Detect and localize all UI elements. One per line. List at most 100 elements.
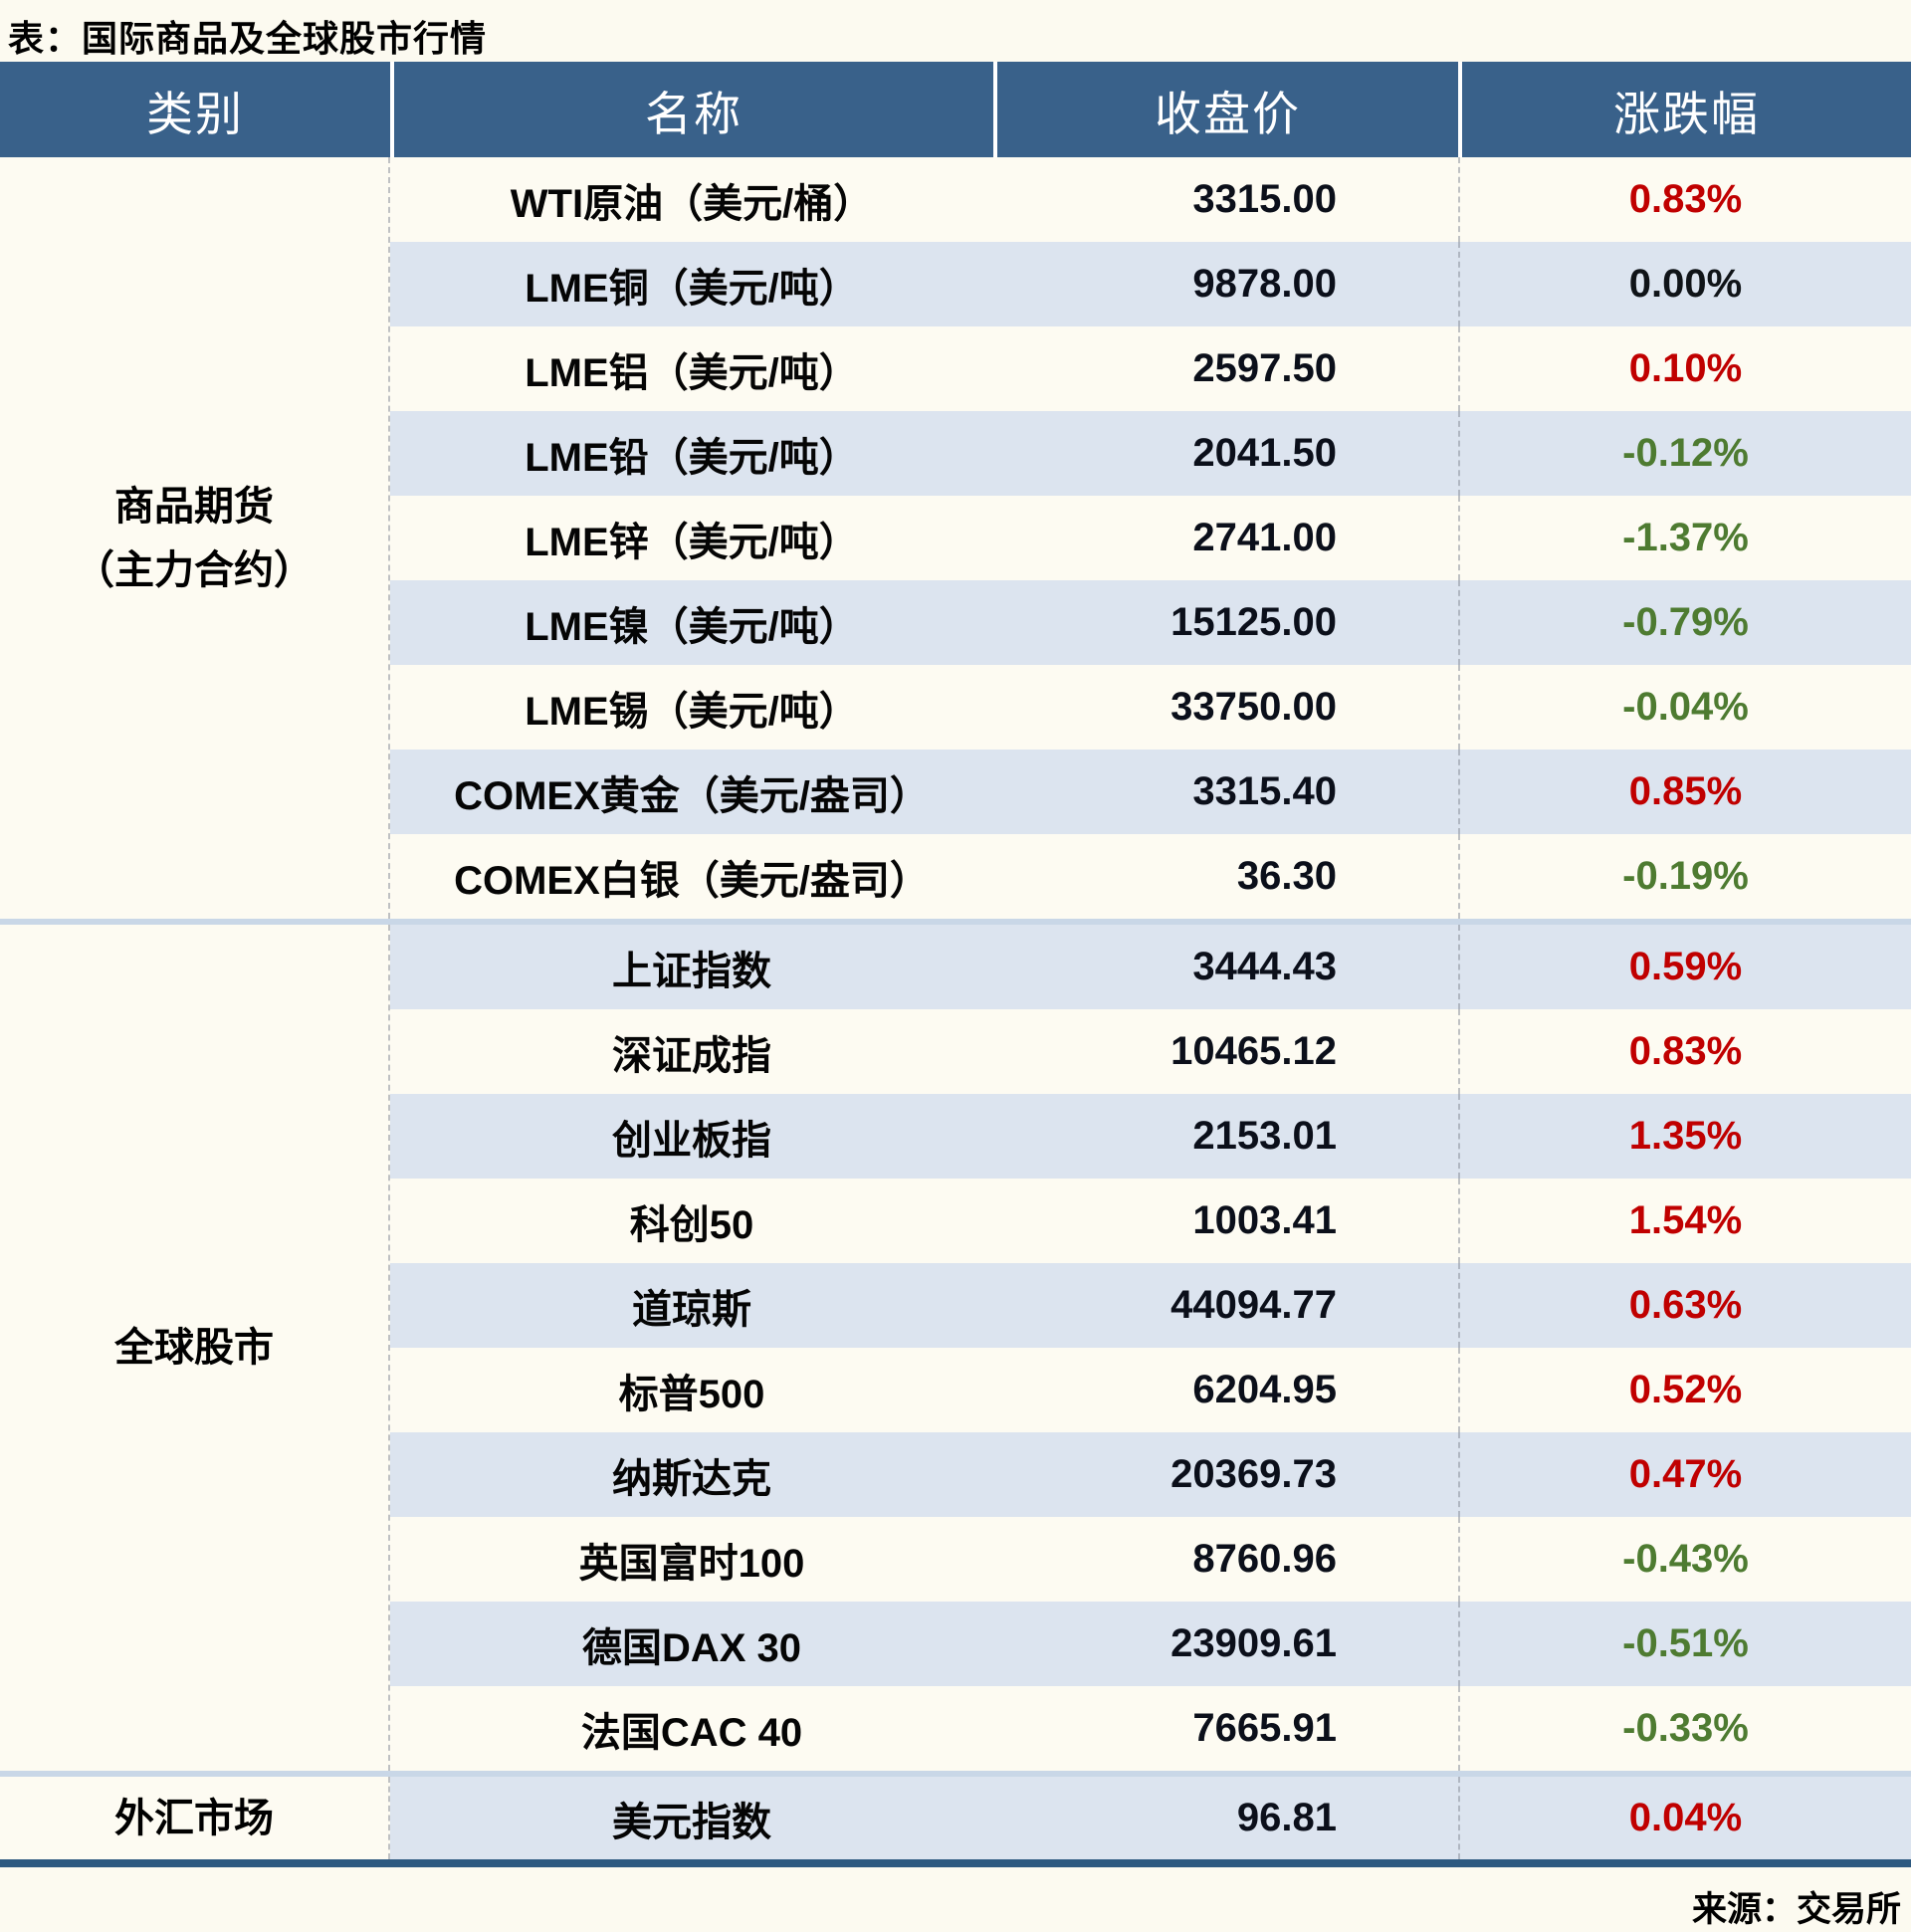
instrument-name: 纳斯达克 — [612, 1456, 771, 1501]
close-price: 2597.50 — [1192, 346, 1337, 390]
table-row: 深证成指 10465.12 0.83% — [390, 1009, 1911, 1094]
table-row: WTI原油（美元/桶） 3315.00 0.83% — [390, 157, 1911, 242]
header-change: 涨跌幅 — [1458, 62, 1911, 157]
change-percent: -0.51% — [1458, 1602, 1911, 1686]
change-percent: 0.85% — [1458, 750, 1911, 834]
section-divider — [0, 1771, 1911, 1777]
table-title: 表：国际商品及全球股市行情 — [8, 18, 488, 59]
close-price: 23909.61 — [1170, 1621, 1337, 1665]
close-price: 8760.96 — [1192, 1537, 1337, 1581]
close-price: 3315.00 — [1192, 177, 1337, 221]
table-row: 创业板指 2153.01 1.35% — [390, 1094, 1911, 1179]
change-percent: -1.37% — [1458, 496, 1911, 580]
close-price: 2041.50 — [1192, 431, 1337, 475]
header-category: 类别 — [146, 89, 244, 141]
table-row: LME铝（美元/吨） 2597.50 0.10% — [390, 326, 1911, 411]
change-percent: 0.83% — [1458, 157, 1911, 242]
instrument-name: LME镍（美元/吨） — [525, 604, 859, 649]
table-section: 全球股市 上证指数 3444.43 0.59% 深证成指 10465.12 0.83% 创业板… — [0, 925, 1911, 1771]
close-price: 3444.43 — [1192, 945, 1337, 988]
instrument-name: 德国DAX 30 — [581, 1625, 802, 1670]
table-row: 英国富时100 8760.96 -0.43% — [390, 1517, 1911, 1602]
instrument-name: LME铅（美元/吨） — [525, 435, 859, 480]
table-row: LME铅（美元/吨） 2041.50 -0.12% — [390, 411, 1911, 496]
change-percent: 1.54% — [1458, 1179, 1911, 1263]
instrument-name: LME铝（美元/吨） — [525, 350, 859, 395]
table-row: LME锌（美元/吨） 2741.00 -1.37% — [390, 496, 1911, 580]
category-cell: 商品期货 （主力合约） — [0, 157, 390, 919]
change-percent: 0.52% — [1458, 1348, 1911, 1432]
close-price: 44094.77 — [1170, 1283, 1337, 1327]
instrument-name: 法国CAC 40 — [580, 1710, 803, 1755]
instrument-name: 道琼斯 — [632, 1287, 751, 1332]
close-price: 1003.41 — [1192, 1198, 1337, 1242]
table-section: 商品期货 （主力合约） WTI原油（美元/桶） 3315.00 0.83% LME铜（美元… — [0, 157, 1911, 919]
section-rows: WTI原油（美元/桶） 3315.00 0.83% LME铜（美元/吨） 9878.00… — [390, 157, 1911, 919]
change-percent: 0.00% — [1458, 242, 1911, 326]
category-label-line: 商品期货 — [114, 484, 274, 529]
close-price: 20369.73 — [1170, 1452, 1337, 1496]
change-percent: 0.63% — [1458, 1263, 1911, 1348]
instrument-name: 上证指数 — [612, 949, 771, 993]
source-note: 来源：交易所 — [1691, 1890, 1901, 1929]
table-section: 外汇市场 美元指数 96.81 0.04% — [0, 1777, 1911, 1859]
change-percent: 0.83% — [1458, 1009, 1911, 1094]
change-percent: 0.59% — [1458, 925, 1911, 1009]
close-price: 2741.00 — [1192, 516, 1337, 559]
close-price: 15125.00 — [1170, 600, 1337, 644]
table-row: LME铜（美元/吨） 9878.00 0.00% — [390, 242, 1911, 326]
header-close-price: 收盘价 — [993, 62, 1458, 157]
close-price: 6204.95 — [1192, 1368, 1337, 1411]
instrument-name: LME锡（美元/吨） — [525, 689, 859, 734]
category-label-line: 外汇市场 — [114, 1796, 274, 1840]
close-price: 10465.12 — [1170, 1029, 1337, 1073]
section-rows: 美元指数 96.81 0.04% — [390, 1777, 1911, 1859]
table-bottom-border — [0, 1859, 1911, 1867]
table-row: 道琼斯 44094.77 0.63% — [390, 1263, 1911, 1348]
close-price: 96.81 — [1236, 1796, 1337, 1839]
close-price: 9878.00 — [1192, 262, 1337, 306]
header-name: 名称 — [390, 62, 993, 157]
category-label-line: （主力合约） — [75, 547, 314, 592]
close-price: 36.30 — [1236, 854, 1337, 898]
close-price: 33750.00 — [1170, 685, 1337, 729]
instrument-name: 深证成指 — [612, 1033, 771, 1078]
table-row: LME镍（美元/吨） 15125.00 -0.79% — [390, 580, 1911, 665]
table-row: 科创50 1003.41 1.54% — [390, 1179, 1911, 1263]
instrument-name: WTI原油（美元/桶） — [510, 181, 874, 226]
category-cell: 全球股市 — [0, 925, 390, 1771]
change-percent: -0.12% — [1458, 411, 1911, 496]
change-percent: -0.19% — [1458, 834, 1911, 919]
section-rows: 上证指数 3444.43 0.59% 深证成指 10465.12 0.83% 创业板指 215… — [390, 925, 1911, 1771]
section-divider — [0, 919, 1911, 925]
table-row: COMEX白银（美元/盎司） 36.30 -0.19% — [390, 834, 1911, 919]
instrument-name: LME铜（美元/吨） — [525, 266, 859, 311]
table-row: 德国DAX 30 23909.61 -0.51% — [390, 1602, 1911, 1686]
change-percent: -0.43% — [1458, 1517, 1911, 1602]
instrument-name: LME锌（美元/吨） — [525, 520, 859, 564]
instrument-name: 美元指数 — [612, 1800, 771, 1844]
change-percent: 1.35% — [1458, 1094, 1911, 1179]
close-price: 3315.40 — [1192, 769, 1337, 813]
table-row: LME锡（美元/吨） 33750.00 -0.04% — [390, 665, 1911, 750]
change-percent: 0.47% — [1458, 1432, 1911, 1517]
instrument-name: 科创50 — [629, 1202, 754, 1247]
category-cell: 外汇市场 — [0, 1777, 390, 1859]
change-percent: 0.10% — [1458, 326, 1911, 411]
change-percent: -0.33% — [1458, 1686, 1911, 1771]
table-row: COMEX黄金（美元/盎司） 3315.40 0.85% — [390, 750, 1911, 834]
table-row: 上证指数 3444.43 0.59% — [390, 925, 1911, 1009]
change-percent: 0.04% — [1458, 1777, 1911, 1859]
instrument-name: 标普500 — [618, 1372, 765, 1416]
table-row: 法国CAC 40 7665.91 -0.33% — [390, 1686, 1911, 1771]
change-percent: -0.79% — [1458, 580, 1911, 665]
category-label-line: 全球股市 — [114, 1326, 274, 1370]
close-price: 7665.91 — [1192, 1706, 1337, 1750]
market-table: 类别 名称 收盘价 涨跌幅 商品期货 （主力合约） WTI原油（美元/桶） 3315.… — [0, 62, 1911, 1859]
table-row: 美元指数 96.81 0.04% — [390, 1777, 1911, 1859]
close-price: 2153.01 — [1192, 1114, 1337, 1158]
instrument-name: 创业板指 — [612, 1118, 771, 1163]
change-percent: -0.04% — [1458, 665, 1911, 750]
table-header-row: 类别 名称 收盘价 涨跌幅 — [0, 62, 1911, 157]
